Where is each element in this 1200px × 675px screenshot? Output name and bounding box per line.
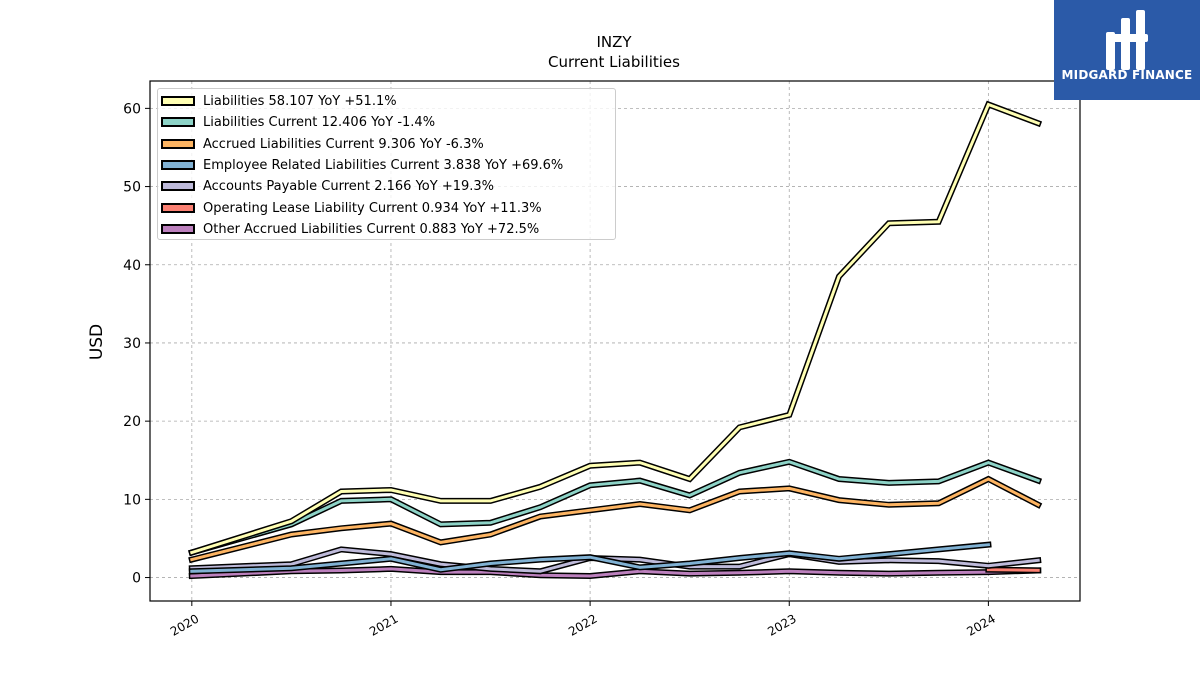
legend-label: Accounts Payable Current 2.166 YoY +19.3… (203, 179, 495, 195)
y-tick-label: 20 (123, 414, 141, 430)
legend-swatch (161, 202, 195, 213)
legend-label: Liabilities Current 12.406 YoY -1.4% (203, 115, 436, 131)
legend-swatch (161, 159, 195, 170)
y-tick-label: 0 (132, 571, 141, 587)
series-liabilities-current (188, 458, 1043, 557)
legend-swatch (161, 181, 195, 192)
legend-label: Liabilities 58.107 YoY +51.1% (203, 94, 397, 109)
legend-label: Operating Lease Liability Current 0.934 … (203, 200, 542, 216)
x-tick-label: 2023 (765, 611, 798, 638)
series-liabilities (188, 100, 1043, 557)
x-tick-label: 2024 (964, 611, 997, 638)
legend-swatch (161, 223, 195, 234)
midgard-finance-logo: MIDGARD FINANCE (1054, 0, 1200, 100)
series-line (189, 460, 1041, 555)
series-line (189, 102, 1041, 555)
y-axis-label: USD (87, 324, 107, 360)
y-tick-label: 50 (123, 180, 141, 196)
logo-text: MIDGARD FINANCE (1061, 68, 1193, 82)
series-line (190, 543, 991, 573)
plot-frame (149, 80, 1081, 602)
legend-swatch (161, 138, 195, 149)
series-group (188, 100, 1043, 580)
series-line (190, 567, 1040, 578)
y-tick-label: 40 (123, 258, 141, 274)
logo-mark-icon (1106, 10, 1148, 70)
x-tick-label: 2021 (367, 611, 400, 638)
series-line (189, 477, 1041, 562)
series-line-outline (188, 475, 1043, 564)
y-tick-label: 30 (123, 336, 141, 352)
x-tick-label: 2022 (566, 611, 599, 638)
legend-swatch (161, 117, 195, 128)
chart-subtitle: Current Liabilities (548, 53, 680, 71)
series-other-accrued-liabilities-current (188, 565, 1042, 580)
chart-legend: Liabilities 58.107 YoY +51.1% Liabilities… (157, 88, 616, 240)
series-accrued-liabilities-current (188, 475, 1043, 564)
series-operating-lease-liability-current (985, 566, 1042, 574)
legend-label: Accrued Liabilities Current 9.306 YoY -6… (203, 136, 484, 152)
series-line (986, 568, 1040, 572)
legend-label: Other Accrued Liabilities Current 0.883 … (203, 221, 540, 237)
y-tick-label: 60 (123, 101, 141, 117)
chart-title: INZY (596, 33, 632, 51)
x-tick-label: 2020 (168, 611, 201, 638)
series-line (190, 547, 1040, 573)
series-employee-related-liabilities-current (188, 541, 992, 575)
legend-label: Employee Related Liabilities Current 3.8… (203, 157, 564, 173)
series-accounts-payable-current (188, 546, 1042, 575)
y-tick-label: 10 (123, 492, 141, 508)
legend-swatch (161, 96, 195, 106)
